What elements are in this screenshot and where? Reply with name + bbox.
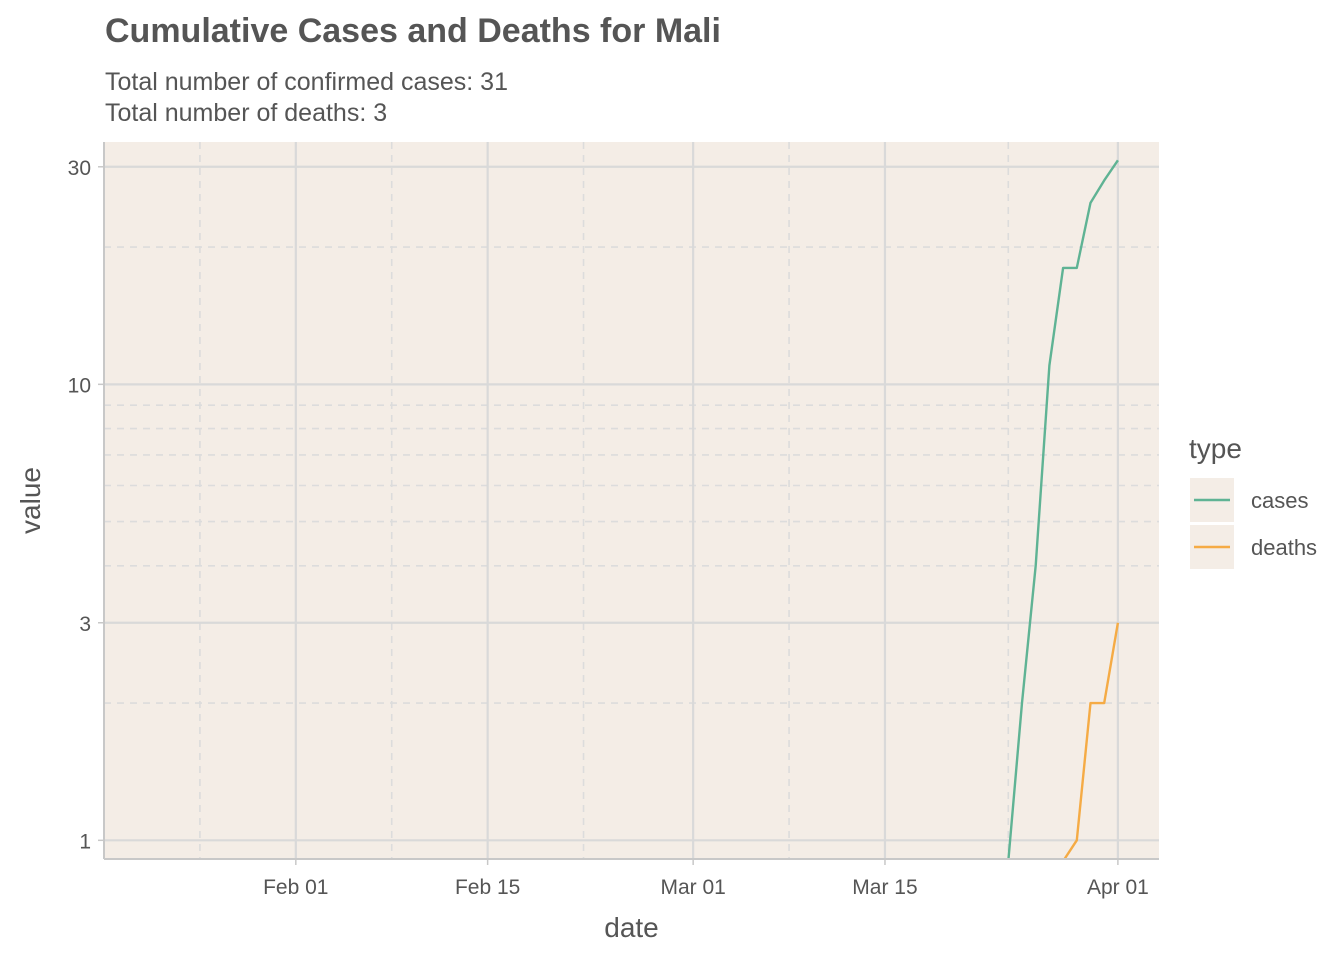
series-lines xyxy=(1007,159,1120,859)
x-tick-label: Feb 01 xyxy=(263,876,328,899)
x-tick-label: Mar 15 xyxy=(852,876,917,899)
y-axis-ticks: 1 3 10 30 xyxy=(68,157,104,853)
chart-title: Cumulative Cases and Deaths for Mali xyxy=(105,12,721,50)
x-tick-label: Apr 01 xyxy=(1087,876,1149,899)
legend-item-cases: cases xyxy=(1190,478,1308,522)
axes xyxy=(103,142,1159,860)
y-tick-label: 1 xyxy=(79,830,91,853)
minor-gridlines xyxy=(104,142,1159,859)
major-gridlines xyxy=(104,142,1159,859)
series-line-cases xyxy=(1007,159,1119,859)
y-tick-label: 10 xyxy=(68,374,91,397)
y-tick-label: 30 xyxy=(68,157,91,180)
legend-title: type xyxy=(1189,433,1242,464)
x-axis-title: date xyxy=(604,912,659,943)
plot-panel xyxy=(104,142,1159,859)
subtitle-deaths: Total number of deaths: 3 xyxy=(105,99,388,127)
x-tick-label: Mar 01 xyxy=(660,876,725,899)
y-axis-title: value xyxy=(15,467,46,534)
y-tick-label: 3 xyxy=(79,613,91,636)
legend-item-deaths: deaths xyxy=(1190,525,1317,569)
x-axis-ticks: Feb 01 Feb 15 Mar 01 Mar 15 Apr 01 xyxy=(263,859,1149,899)
x-tick-label: Feb 15 xyxy=(455,876,520,899)
series-line-deaths xyxy=(1063,622,1120,859)
legend-label-cases: cases xyxy=(1251,488,1308,513)
subtitle-cases: Total number of confirmed cases: 31 xyxy=(105,68,508,96)
legend-label-deaths: deaths xyxy=(1251,535,1317,560)
legend: type cases deaths xyxy=(1189,433,1317,569)
